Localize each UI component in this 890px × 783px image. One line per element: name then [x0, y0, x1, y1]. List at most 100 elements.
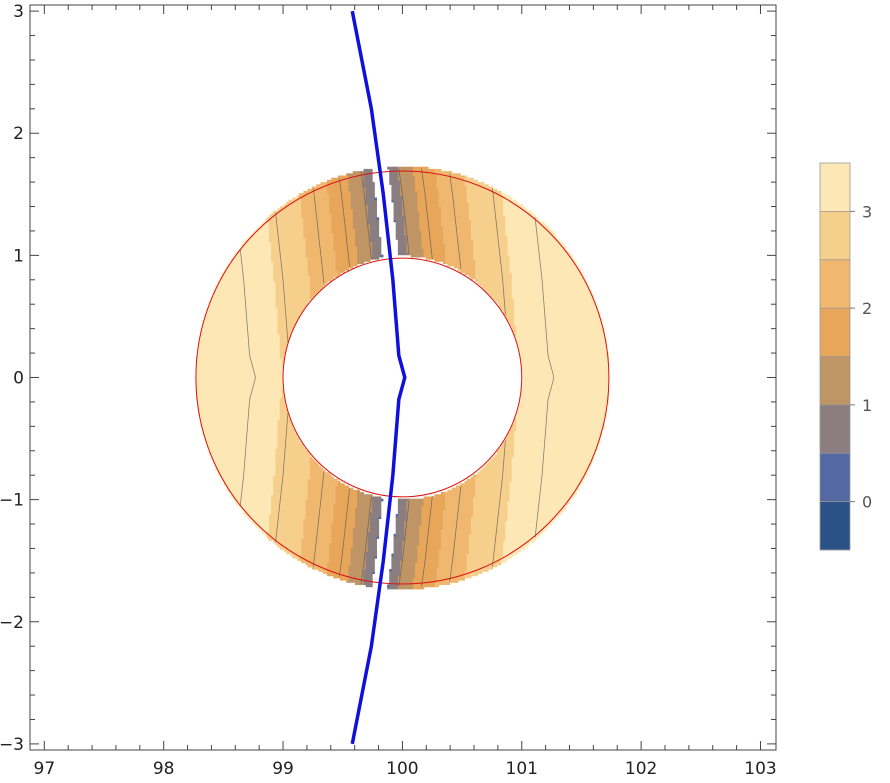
- contour-cell: [470, 234, 509, 238]
- contour-cell: [507, 432, 515, 436]
- contour-cell: [408, 498, 425, 502]
- contour-cell: [389, 182, 401, 185]
- contour-cell: [417, 201, 440, 205]
- contour-cell: [369, 232, 380, 236]
- contour-cell: [273, 267, 309, 271]
- contour-cell: [215, 285, 277, 289]
- contour-cell: [329, 197, 352, 201]
- contour-cell: [307, 494, 337, 498]
- contour-cell: [516, 410, 607, 414]
- contour-cell: [309, 465, 322, 469]
- contour-cell: [365, 195, 375, 199]
- contour-cell: [301, 197, 330, 201]
- contour-cell: [195, 384, 285, 388]
- contour-cell: [509, 483, 582, 487]
- contour-cell: [395, 221, 405, 225]
- contour-cell: [275, 287, 311, 291]
- contour-cell: [445, 259, 476, 262]
- contour-cell: [412, 166, 429, 170]
- contour-cell: [513, 448, 599, 451]
- contour-cell: [230, 261, 274, 265]
- contour-cell: [331, 531, 354, 535]
- contour-cell: [520, 397, 610, 401]
- contour-bands: [195, 166, 610, 590]
- contour-cell: [352, 538, 369, 542]
- contour-cell: [473, 511, 509, 515]
- contour-cell: [210, 454, 276, 458]
- contour-cell: [397, 509, 408, 513]
- contour-cell: [419, 540, 442, 544]
- contour-cell: [275, 465, 311, 469]
- contour-cell: [389, 584, 399, 588]
- contour-cell: [309, 278, 332, 282]
- contour-cell: [470, 525, 506, 528]
- contour-cell: [511, 289, 592, 293]
- contour-cell: [326, 562, 352, 566]
- contour-cell: [348, 175, 365, 179]
- x-tick-label: 98: [153, 759, 175, 779]
- contour-cell: [202, 426, 279, 429]
- contour-cell: [423, 252, 446, 256]
- contour-cell: [513, 437, 601, 440]
- contour-cell: [481, 285, 513, 289]
- contour-cell: [275, 542, 302, 546]
- contour-cell: [397, 514, 408, 517]
- contour-cell: [195, 388, 283, 392]
- contour-cell: [447, 489, 476, 493]
- contour-cell: [329, 195, 352, 199]
- contour-cell: [200, 338, 281, 341]
- contour-cell: [268, 234, 304, 238]
- contour-cell: [271, 254, 307, 258]
- contour-cell: [365, 199, 377, 203]
- contour-cell: [511, 278, 586, 282]
- contour-cell: [475, 278, 478, 282]
- contour-cell: [277, 327, 294, 330]
- contour-cell: [445, 494, 476, 498]
- contour-cell: [496, 300, 515, 304]
- contour-cell: [397, 511, 408, 515]
- contour-cell: [350, 553, 367, 557]
- contour-cell: [268, 230, 304, 234]
- contour-cell: [273, 476, 311, 480]
- contour-cell: [204, 318, 279, 322]
- contour-cell: [419, 538, 442, 542]
- contour-cell: [357, 259, 371, 262]
- contour-cell: [402, 206, 418, 210]
- contour-cell: [286, 201, 302, 205]
- contour-cell: [303, 536, 332, 539]
- contour-cell: [475, 483, 511, 487]
- contour-cell: [275, 450, 309, 454]
- contour-cell: [333, 520, 356, 524]
- contour-cell: [333, 507, 356, 511]
- contour-cell: [208, 303, 276, 306]
- contour-cell: [395, 529, 405, 533]
- contour-cell: [464, 175, 468, 179]
- contour-cell: [513, 417, 517, 421]
- contour-cell: [393, 536, 405, 539]
- contour-cell: [279, 412, 289, 416]
- contour-cell: [513, 432, 603, 436]
- contour-cell: [520, 360, 610, 363]
- contour-cell: [473, 250, 509, 254]
- contour-lines: [239, 168, 555, 587]
- contour-cell: [477, 474, 513, 478]
- contour-cell: [337, 481, 341, 484]
- contour-cell: [460, 270, 476, 273]
- contour-cell: [365, 551, 377, 555]
- contour-cell: [331, 226, 354, 229]
- contour-cell: [372, 500, 382, 504]
- contour-cell: [397, 505, 408, 509]
- contour-cell: [329, 560, 352, 564]
- contour-cell: [475, 476, 513, 480]
- contour-cell: [483, 465, 513, 469]
- contour-cell: [348, 182, 365, 185]
- contour-cell: [348, 188, 367, 192]
- contour-cell: [421, 239, 444, 243]
- contour-cell: [511, 287, 590, 291]
- contour-cell: [513, 441, 601, 445]
- contour-cell: [395, 234, 408, 238]
- contour-cell: [352, 219, 369, 223]
- contour-cell: [279, 397, 285, 401]
- contour-cell: [195, 360, 283, 363]
- contour-cell: [348, 571, 365, 574]
